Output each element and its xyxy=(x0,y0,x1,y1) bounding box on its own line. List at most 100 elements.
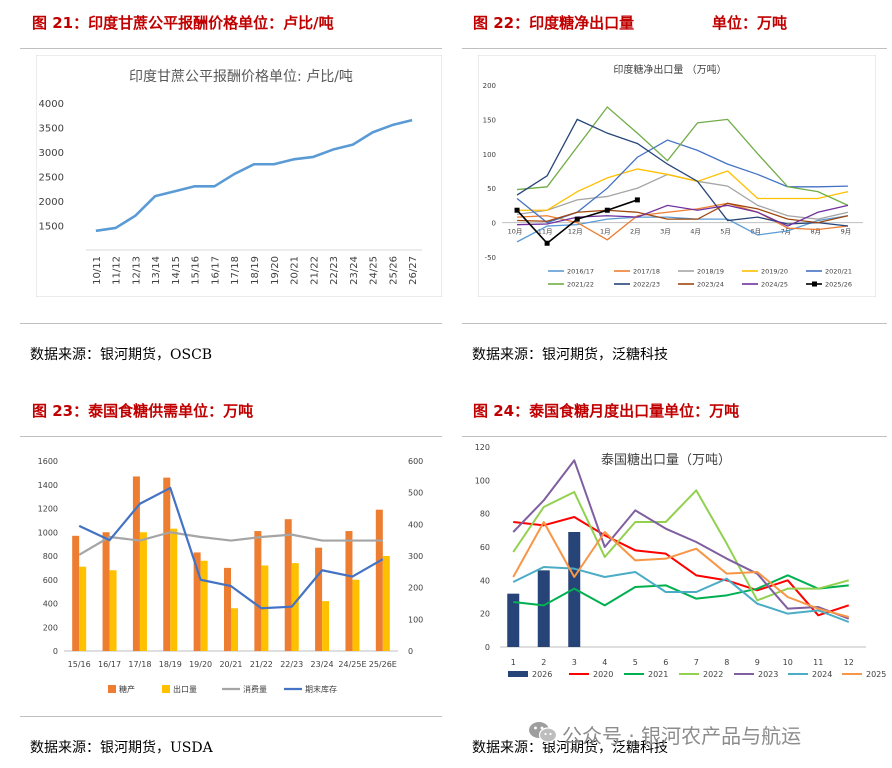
chart-21-x-tick: 13/14 xyxy=(151,256,162,285)
chart-23-series-line xyxy=(78,531,383,556)
chart-24-y-tick: 40 xyxy=(480,576,490,585)
figure-22-title: 图 22：印度糖净出口量 xyxy=(473,14,635,32)
chart-23-svg: 0 200 400 600 800 1000 1200 1400 1600 0 100 200 300 4… xyxy=(38,457,424,694)
figure-21-chart: 印度甘蔗公平报酬价格单位: 卢比/吨 1500 2000 2500 3000 3500 40… xyxy=(35,54,443,298)
chart-23-x-tick: 23/24 xyxy=(311,660,334,669)
chart-23-y-tick: 200 xyxy=(43,623,58,632)
chart-23-bar xyxy=(193,552,201,651)
chart-22-legend-label: 2022/23 xyxy=(633,281,660,289)
chart-23-y-tick: 1200 xyxy=(38,505,58,514)
chart-22-series-line xyxy=(516,106,849,206)
chart-22-legend-label: 2017/18 xyxy=(633,268,660,276)
chart-24-x-tick: 7 xyxy=(694,658,699,667)
chart-23-y2-tick: 300 xyxy=(408,552,423,561)
chart-23-y2-tick: 400 xyxy=(408,520,423,529)
chart-21-x-tick: 23/24 xyxy=(349,256,360,285)
chart-22-legend-label: 2023/24 xyxy=(697,281,724,289)
chart-22-series-line xyxy=(517,202,849,241)
figure-23-source: 数据来源：银河期货，USDA xyxy=(30,740,213,756)
chart-24-x-tick: 2 xyxy=(541,658,546,667)
chart-24-series-line xyxy=(512,459,850,620)
chart-23-bar xyxy=(200,560,208,651)
chart-23-legend-label: 糖产 xyxy=(119,684,135,694)
chart-24-x-tick: 1 xyxy=(511,658,516,667)
chart-24-x-tick: 11 xyxy=(813,658,823,667)
chart-24-x-tick: 5 xyxy=(633,658,638,667)
chart-21-x-tick: 19/20 xyxy=(270,256,281,285)
chart-21-y-tick: 3000 xyxy=(39,148,64,159)
chart-23-bar xyxy=(345,531,353,651)
chart-23-legend-swatch xyxy=(162,685,170,693)
chart-22-x-tick: 11月 xyxy=(538,228,553,236)
chart-24-y-tick: 120 xyxy=(475,443,490,452)
chart-21-y-tick: 3500 xyxy=(39,124,64,135)
chart-22-legend-label: 2016/17 xyxy=(567,268,594,276)
chart-23-y-tick: 0 xyxy=(53,647,58,656)
chart-21-x-tick: 10/11 xyxy=(92,256,103,285)
chart-23-legend-swatch xyxy=(108,685,116,693)
chart-21-y-tick: 2500 xyxy=(39,173,64,184)
chart-23-bar xyxy=(231,608,238,651)
chart-24-series-line xyxy=(512,489,850,602)
chart-21-y-tick: 1500 xyxy=(39,222,64,233)
chart-22-legend-label: 2020/21 xyxy=(825,268,852,276)
chart-23-x-tick: 15/16 xyxy=(68,660,91,669)
chart-24-title: 泰国糖出口量（万吨） xyxy=(601,452,731,468)
wechat-icon xyxy=(528,720,558,744)
chart-21-x-tick: 22/23 xyxy=(329,256,340,285)
chart-23-bar xyxy=(109,570,117,651)
chart-23-bar xyxy=(254,531,262,651)
chart-23-x-tick: 25/26E xyxy=(369,660,397,669)
chart-22-point xyxy=(604,207,610,213)
chart-21-title: 印度甘蔗公平报酬价格单位: 卢比/吨 xyxy=(129,69,353,85)
chart-21-svg: 印度甘蔗公平报酬价格单位: 卢比/吨 1500 2000 2500 3000 3500 40… xyxy=(35,54,443,298)
chart-22-x-tick: 6月 xyxy=(750,228,761,236)
chart-23-x-tick: 16/17 xyxy=(98,660,121,669)
chart-22-x-tick: 2月 xyxy=(630,228,641,236)
figure-22-source: 数据来源：银河期货，泛糖科技 xyxy=(472,347,668,363)
chart-23-x-tick: 21/22 xyxy=(250,660,273,669)
chart-24-x-tick: 12 xyxy=(844,658,854,667)
chart-21-x-tick: 24/25 xyxy=(369,256,380,285)
chart-24-x-tick: 8 xyxy=(724,658,729,667)
chart-23-bar xyxy=(72,535,80,651)
chart-24-x-tick: 3 xyxy=(572,658,577,667)
chart-23-y2-tick: 200 xyxy=(408,584,423,593)
chart-24-bar xyxy=(537,570,550,647)
chart-23-y2-tick: 0 xyxy=(408,647,413,656)
chart-23-bar xyxy=(79,566,87,651)
chart-23-y-tick: 1400 xyxy=(38,481,58,490)
figure-23-top-rule xyxy=(20,436,442,437)
chart-22-point xyxy=(634,197,640,203)
chart-23-x-tick: 20/21 xyxy=(219,660,242,669)
chart-23-legend-label: 出口量 xyxy=(173,684,197,694)
chart-23-y2-tick: 100 xyxy=(408,615,423,624)
figure-21-top-rule xyxy=(20,48,442,49)
chart-23-bar xyxy=(132,476,140,651)
chart-23-x-tick: 18/19 xyxy=(159,660,182,669)
chart-21-x-tick: 20/21 xyxy=(290,256,301,285)
chart-23-y-tick: 800 xyxy=(43,552,58,561)
chart-21-series-line xyxy=(95,118,413,233)
chart-23-x-tick: 24/25E xyxy=(338,660,366,669)
chart-24-x-tick: 10 xyxy=(783,658,793,667)
chart-23-x-tick: 17/18 xyxy=(128,660,151,669)
chart-22-legend-label: 2019/20 xyxy=(761,268,788,276)
figure-22-top-rule xyxy=(462,48,887,49)
chart-24-x-tick: 4 xyxy=(602,658,607,667)
chart-24-y-tick: 60 xyxy=(480,543,490,552)
chart-22-x-tick: 8月 xyxy=(811,228,822,236)
chart-23-y-tick: 600 xyxy=(43,576,58,585)
chart-21-x-tick: 17/18 xyxy=(230,256,241,285)
chart-22-legend-label: 2025/26 xyxy=(825,281,852,289)
chart-23-y2-tick: 600 xyxy=(408,457,423,466)
chart-23-y-tick: 1000 xyxy=(38,528,58,537)
chart-21-x-tick: 18/19 xyxy=(250,256,261,285)
chart-24-y-tick: 100 xyxy=(475,476,490,485)
chart-24-y-tick: 0 xyxy=(485,643,490,652)
chart-22-x-tick: 10月 xyxy=(508,228,523,236)
chart-24-bar xyxy=(507,593,520,647)
chart-23-bar xyxy=(322,601,330,651)
chart-22-y-tick: 100 xyxy=(483,151,496,159)
chart-22-x-tick: 3月 xyxy=(660,228,671,236)
